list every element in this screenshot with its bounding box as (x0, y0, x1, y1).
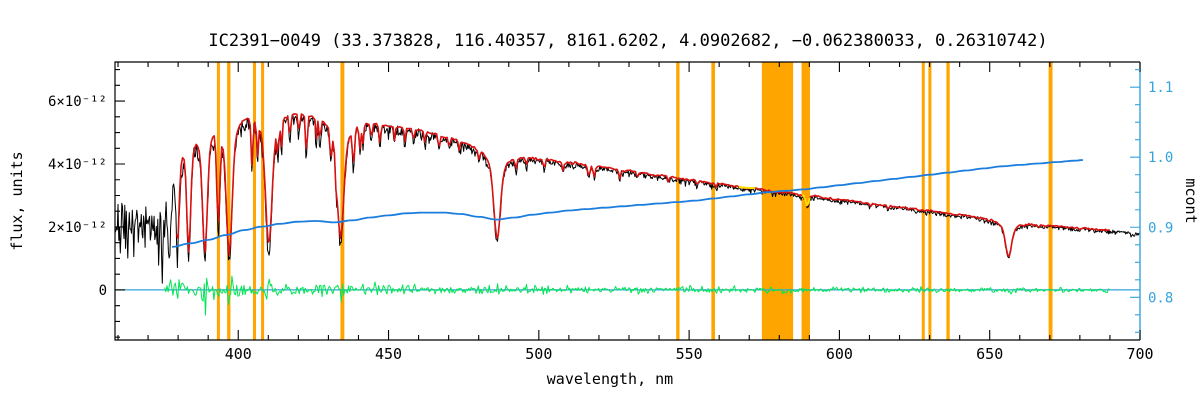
mask-band (227, 62, 231, 340)
x-tick-label: 600 (826, 345, 853, 363)
observed-spectrum-line (114, 114, 1141, 284)
x-tick-label: 500 (525, 345, 552, 363)
y-right-axis-label: mcont (1182, 178, 1200, 223)
blue-ticks (1130, 69, 1140, 333)
residual-line (164, 275, 1110, 316)
masked-spectrum-segments (738, 185, 811, 207)
mask-bands (216, 62, 1053, 340)
mcont-series (172, 159, 1083, 248)
flux-tick-label: 4×10⁻¹² (48, 157, 107, 173)
y-left-axis-label: flux, units (8, 151, 26, 250)
mask-band (252, 62, 256, 340)
mask-band (1048, 62, 1053, 340)
mask-band (761, 62, 794, 340)
flux-tick-label: 2×10⁻¹² (48, 220, 107, 236)
x-tick-label: 400 (225, 345, 252, 363)
observed-spectrum-series (114, 114, 1141, 284)
mask-band (340, 62, 345, 340)
x-tick-label: 550 (676, 345, 703, 363)
mcont-line (172, 159, 1083, 248)
mask-band (261, 62, 265, 340)
flux-tick-label: 0 (99, 283, 107, 299)
plot-title: IC2391−0049 (33.373828, 116.40357, 8161.… (208, 31, 1047, 51)
flux-tick-label: 6×10⁻¹² (48, 94, 107, 110)
black-ticks (115, 62, 1141, 340)
x-tick-label: 650 (976, 345, 1003, 363)
masked-spectrum-segment (801, 194, 811, 207)
mcont-tick-label: 0.8 (1148, 290, 1173, 306)
model-spectrum-series (175, 113, 1110, 258)
mask-band (928, 62, 932, 340)
mask-band (216, 62, 220, 340)
mcont-tick-label: 1.1 (1148, 80, 1173, 96)
axes-frame (114, 61, 1141, 341)
x-axis-label: wavelength, nm (547, 370, 673, 388)
mcont-tick-label: 1.0 (1148, 150, 1173, 166)
x-tick-label: 450 (375, 345, 402, 363)
mcont-tick-label: 0.9 (1148, 220, 1173, 236)
mask-band (676, 62, 680, 340)
residual-series (164, 275, 1110, 316)
mask-band (921, 62, 925, 340)
x-tick-label: 700 (1126, 345, 1153, 363)
tick-labels: 400 450 500 550 600 650 700 0 2×10⁻¹² 4×10⁻¹² 6×10… (48, 80, 1173, 363)
plot-frame (114, 61, 1140, 341)
mask-band (946, 62, 950, 340)
mask-band (711, 62, 715, 340)
masked-spectrum-segment (738, 185, 756, 190)
model-spectrum-line (175, 113, 1110, 258)
tick-marks (115, 62, 1141, 340)
